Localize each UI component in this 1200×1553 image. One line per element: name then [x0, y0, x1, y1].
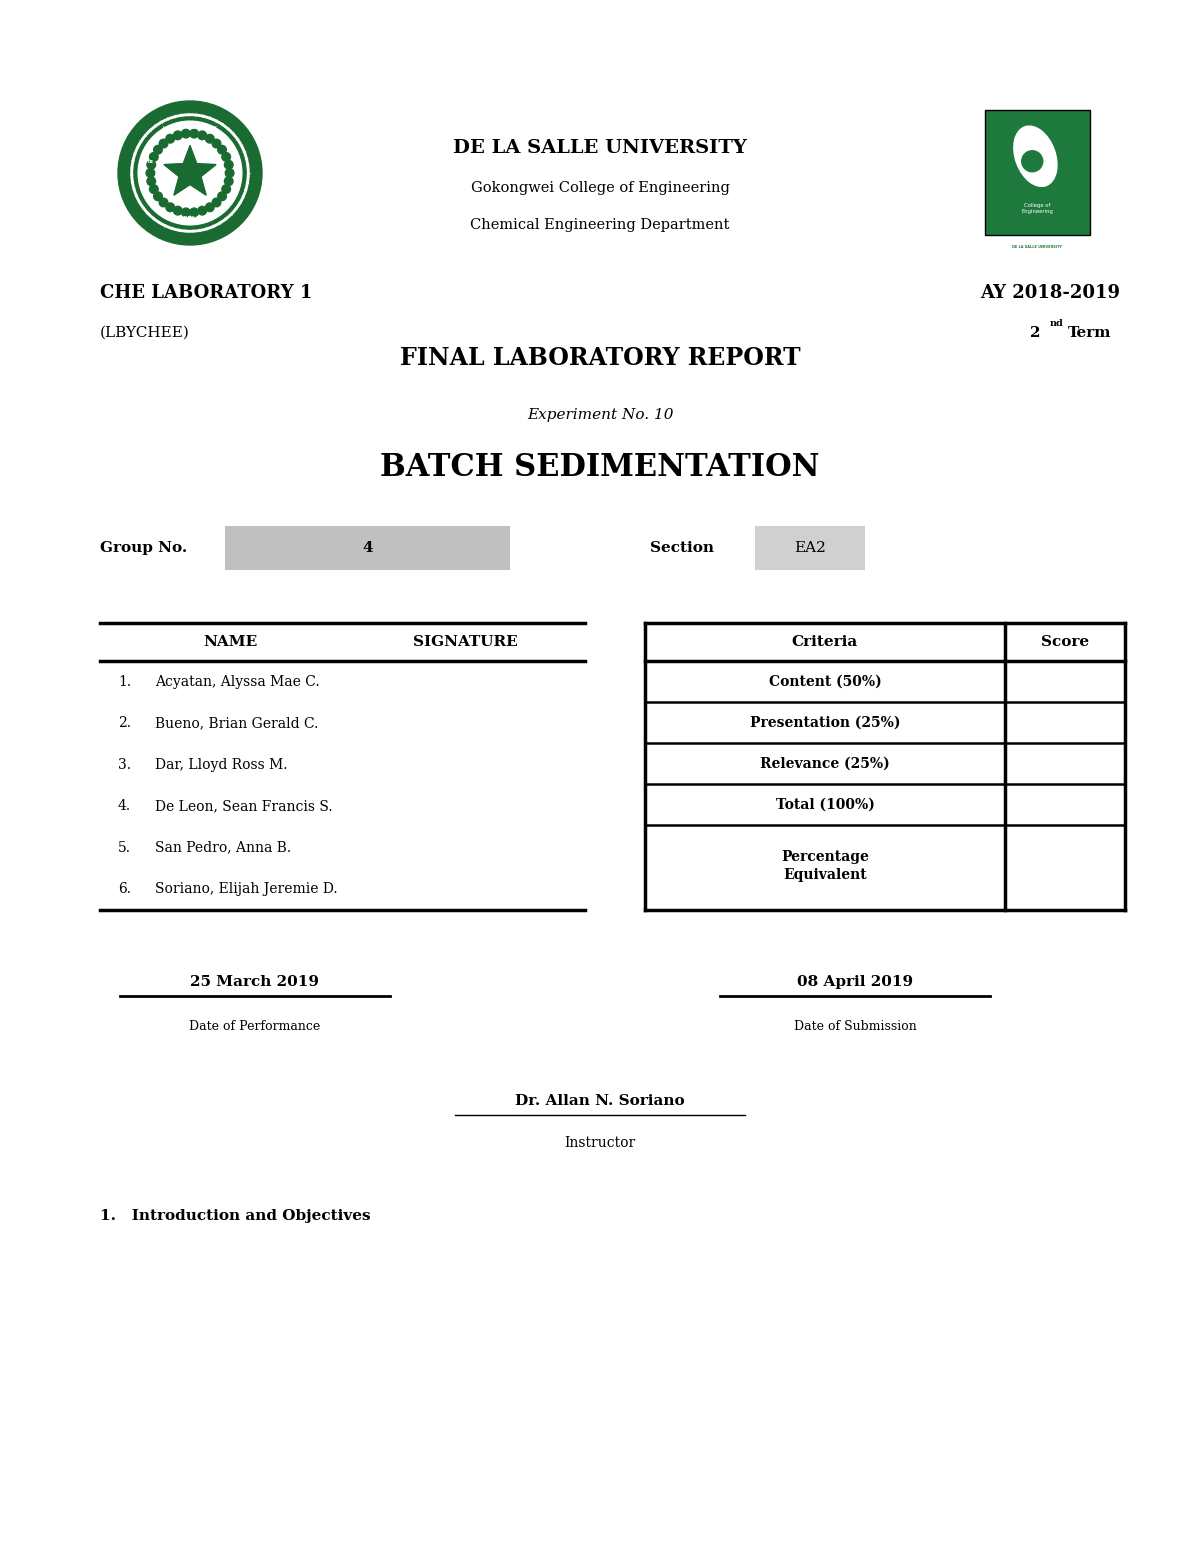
Circle shape [212, 199, 221, 207]
Text: Score: Score [1040, 635, 1090, 649]
Text: EA2: EA2 [794, 540, 826, 554]
Circle shape [181, 129, 190, 138]
Circle shape [190, 208, 198, 217]
Circle shape [118, 101, 262, 245]
Text: DE: DE [148, 160, 154, 165]
Text: 5.: 5. [118, 840, 131, 854]
Polygon shape [164, 146, 216, 196]
Text: AY 2018-2019: AY 2018-2019 [980, 284, 1120, 301]
Text: Chemical Engineering Department: Chemical Engineering Department [470, 217, 730, 231]
Circle shape [224, 160, 233, 169]
Text: 2: 2 [1030, 326, 1040, 340]
Circle shape [1021, 151, 1043, 172]
Circle shape [160, 199, 168, 207]
Text: Gokongwei College of Engineering: Gokongwei College of Engineering [470, 182, 730, 196]
Circle shape [222, 152, 230, 162]
Circle shape [226, 169, 234, 177]
Circle shape [198, 130, 206, 140]
Text: San Pedro, Anna B.: San Pedro, Anna B. [155, 840, 292, 854]
Text: Section: Section [650, 540, 714, 554]
Text: Criteria: Criteria [792, 635, 858, 649]
Text: SIGNATURE: SIGNATURE [413, 635, 517, 649]
Text: Dr. Allan N. Soriano: Dr. Allan N. Soriano [515, 1093, 685, 1107]
Text: nd: nd [1050, 318, 1064, 328]
Circle shape [154, 193, 162, 200]
Circle shape [166, 135, 174, 143]
Circle shape [212, 140, 221, 148]
Circle shape [138, 121, 242, 225]
Circle shape [150, 185, 158, 194]
Text: Term: Term [1068, 326, 1111, 340]
Circle shape [174, 130, 182, 140]
Text: DE LA SALLE UNIVERSITY: DE LA SALLE UNIVERSITY [1013, 245, 1062, 250]
Circle shape [190, 129, 198, 138]
Text: Group No.: Group No. [100, 540, 187, 554]
Ellipse shape [1014, 126, 1057, 186]
Text: Experiment No. 10: Experiment No. 10 [527, 408, 673, 422]
Text: MANILA: MANILA [180, 216, 199, 219]
Text: De Leon, Sean Francis S.: De Leon, Sean Francis S. [155, 800, 332, 814]
Text: 6.: 6. [118, 882, 131, 896]
Text: College of
Engineering: College of Engineering [1021, 203, 1054, 214]
Text: Percentage
Equivalent: Percentage Equivalent [781, 849, 869, 882]
Text: 4.: 4. [118, 800, 131, 814]
Text: 25 March 2019: 25 March 2019 [191, 975, 319, 989]
Circle shape [224, 177, 233, 185]
Text: Date of Submission: Date of Submission [793, 1019, 917, 1033]
Text: 2.: 2. [118, 716, 131, 730]
Text: NAME: NAME [203, 635, 257, 649]
Text: 4: 4 [362, 540, 373, 554]
FancyBboxPatch shape [226, 526, 510, 570]
Circle shape [174, 207, 182, 214]
Circle shape [217, 146, 227, 154]
Circle shape [154, 146, 162, 154]
Circle shape [150, 152, 158, 162]
Circle shape [205, 203, 214, 211]
Text: BATCH SEDIMENTATION: BATCH SEDIMENTATION [380, 452, 820, 483]
Circle shape [146, 169, 155, 177]
Circle shape [134, 116, 246, 230]
Text: Date of Performance: Date of Performance [190, 1019, 320, 1033]
Text: Dar, Lloyd Ross M.: Dar, Lloyd Ross M. [155, 758, 288, 772]
Circle shape [146, 160, 156, 169]
Circle shape [222, 185, 230, 194]
Text: Total (100%): Total (100%) [775, 798, 875, 812]
Text: Content (50%): Content (50%) [769, 674, 881, 688]
Text: Relevance (25%): Relevance (25%) [760, 756, 890, 770]
Text: Soriano, Elijah Jeremie D.: Soriano, Elijah Jeremie D. [155, 882, 337, 896]
FancyBboxPatch shape [755, 526, 865, 570]
Circle shape [217, 193, 227, 200]
Circle shape [205, 135, 214, 143]
Circle shape [118, 101, 262, 245]
Text: LA SALLE UNIVERSITY: LA SALLE UNIVERSITY [163, 126, 217, 130]
FancyBboxPatch shape [985, 110, 1090, 235]
Circle shape [166, 203, 174, 211]
Circle shape [198, 207, 206, 214]
Text: Bueno, Brian Gerald C.: Bueno, Brian Gerald C. [155, 716, 318, 730]
Text: 08 April 2019: 08 April 2019 [797, 975, 913, 989]
Circle shape [146, 177, 156, 185]
Circle shape [131, 113, 250, 231]
Text: Acyatan, Alyssa Mae C.: Acyatan, Alyssa Mae C. [155, 674, 319, 688]
Text: 3.: 3. [118, 758, 131, 772]
Text: (LBYCHEE): (LBYCHEE) [100, 326, 190, 340]
Text: DE LA SALLE UNIVERSITY: DE LA SALLE UNIVERSITY [454, 140, 746, 157]
Text: Presentation (25%): Presentation (25%) [750, 716, 900, 730]
Circle shape [181, 208, 190, 217]
Text: Instructor: Instructor [564, 1135, 636, 1151]
Text: 1.   Introduction and Objectives: 1. Introduction and Objectives [100, 1208, 371, 1224]
Circle shape [160, 140, 168, 148]
Text: CHE LABORATORY 1: CHE LABORATORY 1 [100, 284, 312, 301]
Text: 1.: 1. [118, 674, 131, 688]
Text: FINAL LABORATORY REPORT: FINAL LABORATORY REPORT [400, 346, 800, 370]
